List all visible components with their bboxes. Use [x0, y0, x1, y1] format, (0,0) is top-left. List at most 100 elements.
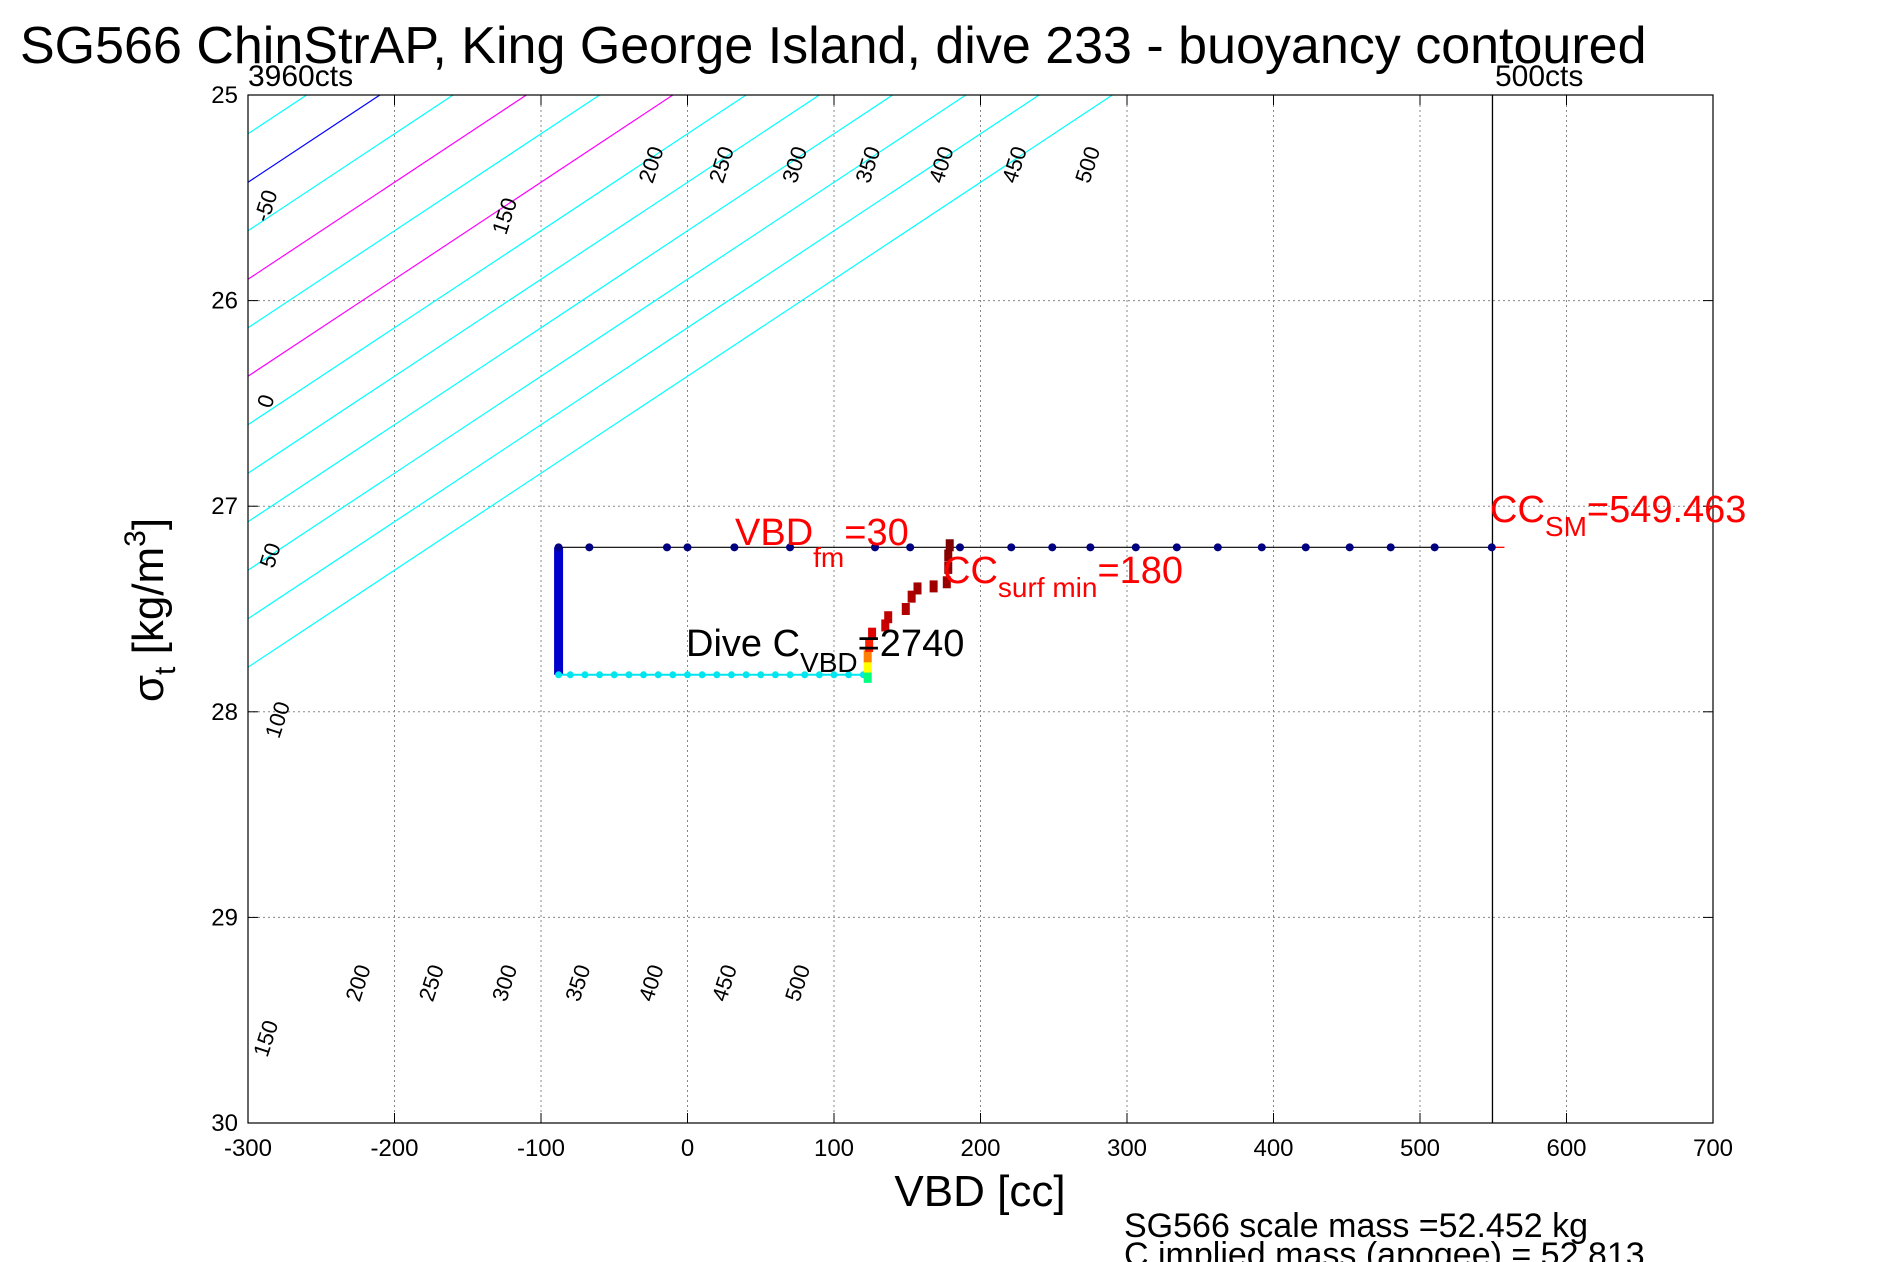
bottom-track-point	[727, 671, 735, 679]
surface-track-point	[683, 543, 692, 552]
buoyancy-contour	[247, 94, 307, 135]
buoyancy-contour	[247, 94, 747, 426]
ascent-point	[863, 650, 872, 663]
buoyancy-contour	[247, 94, 527, 280]
ascent-point	[929, 580, 938, 593]
contour-label: 300	[487, 962, 522, 1005]
grid	[248, 95, 1713, 1123]
annotation-vbd-fm: VBDfm=30	[735, 512, 909, 573]
y-tick-label: 27	[211, 493, 238, 520]
surface-track-point	[1086, 543, 1095, 552]
surface-track-point	[871, 543, 880, 552]
bottom-track-point	[610, 671, 618, 679]
ascent-point	[913, 582, 922, 595]
surface-track-point	[1430, 543, 1439, 552]
y-tick-label: 28	[211, 699, 238, 726]
contour-label: 350	[850, 143, 885, 186]
contour-label: 350	[560, 962, 595, 1005]
buoyancy-contour	[247, 94, 820, 474]
x-tick-label: -200	[370, 1135, 418, 1162]
surface-track-point	[1131, 543, 1140, 552]
bottom-track-point	[640, 671, 648, 679]
bottom-track-point	[625, 671, 633, 679]
surface-track-point	[554, 543, 563, 552]
contour-label: 0	[252, 391, 280, 410]
x-tick-label: 300	[1107, 1135, 1147, 1162]
bottom-track-point	[801, 671, 809, 679]
contour-label: 400	[634, 962, 669, 1005]
bottom-track-point	[830, 671, 838, 679]
contour-label: 500	[1070, 143, 1105, 186]
ascent-point	[907, 590, 916, 603]
bottom-track-point	[757, 671, 765, 679]
buoyancy-contour	[247, 94, 1113, 668]
x-tick-label: 100	[814, 1135, 854, 1162]
dive-tracks	[554, 95, 1505, 1123]
ascent-point	[945, 539, 954, 552]
buoyancy-contour	[247, 94, 967, 571]
y-tick-label: 29	[211, 904, 238, 931]
ascent-point	[863, 670, 872, 683]
contour-label: 250	[704, 143, 739, 186]
surface-track-point	[730, 543, 739, 552]
contour-label: 450	[997, 143, 1032, 186]
contour-label: 200	[341, 962, 376, 1005]
contour-labels: -50 0 50 100 150 200 250 300 350 400 450 500 150 200 2…	[248, 143, 1105, 1059]
contour-label: 400	[924, 143, 959, 186]
bottom-track-point	[698, 671, 706, 679]
ascent-point	[944, 549, 953, 562]
annotation-dive-cvbd: Dive CVBD=2740	[686, 623, 964, 678]
contour-label: 250	[414, 962, 449, 1005]
surface-track-point	[906, 543, 915, 552]
y-tick-label: 30	[211, 1110, 238, 1137]
bottom-track-point	[742, 671, 750, 679]
surface-track-point	[585, 543, 594, 552]
bottom-track-point	[566, 671, 574, 679]
buoyancy-contour	[247, 94, 1040, 620]
bottom-track-point	[845, 671, 853, 679]
ascent-point	[942, 576, 951, 589]
chart-title: SG566 ChinStrAP, King George Island, div…	[20, 17, 1647, 75]
bottom-track-point	[669, 671, 677, 679]
ascent-point	[944, 561, 953, 574]
x-tick-label: 600	[1546, 1135, 1586, 1162]
footer-implied-mass: C implied mass (apogee) = 52.813	[1124, 1236, 1645, 1262]
x-tick-label: 400	[1253, 1135, 1293, 1162]
x-axis-label: VBD [cc]	[894, 1167, 1065, 1216]
contour-label: 50	[254, 540, 285, 571]
contour-label: 500	[780, 962, 815, 1005]
buoyancy-contour	[247, 94, 454, 232]
x-tick-label: 700	[1693, 1135, 1733, 1162]
bottom-track-point	[815, 671, 823, 679]
x-tick-label: 500	[1400, 1135, 1440, 1162]
buoyancy-contour	[247, 94, 381, 183]
buoyancy-contour	[247, 94, 893, 523]
surface-track-point	[786, 543, 795, 552]
bottom-track-point	[596, 671, 604, 679]
contour-label: 450	[707, 962, 742, 1005]
bottom-track-point	[555, 671, 563, 679]
ascent-point	[865, 640, 874, 653]
x-tick-label: 200	[960, 1135, 1000, 1162]
ascent-point	[863, 660, 872, 673]
buoyancy-contour	[247, 94, 600, 329]
bottom-track-point	[581, 671, 589, 679]
ascent-point	[881, 619, 890, 632]
surface-track-point	[1487, 543, 1496, 552]
bottom-track-point	[654, 671, 662, 679]
surface-track-point	[1345, 543, 1354, 552]
x-tick-label: -300	[224, 1135, 272, 1162]
contour-label: -50	[249, 187, 283, 225]
annotation-cc-surf-min: CCsurf min=180	[943, 550, 1183, 603]
surface-track-point	[1386, 543, 1395, 552]
y-tick-label: 26	[211, 288, 238, 315]
plot-frame	[247, 94, 1714, 1124]
bottom-track-point	[684, 671, 691, 679]
y-axis-label: σt [kg/m3]	[119, 518, 182, 702]
svg-text:σt [kg/m3]: σt [kg/m3]	[119, 518, 182, 702]
bottom-track-point	[713, 671, 721, 679]
bottom-track-point	[771, 671, 779, 679]
x-tick-label: 0	[681, 1135, 694, 1162]
ascent-point	[884, 611, 893, 624]
